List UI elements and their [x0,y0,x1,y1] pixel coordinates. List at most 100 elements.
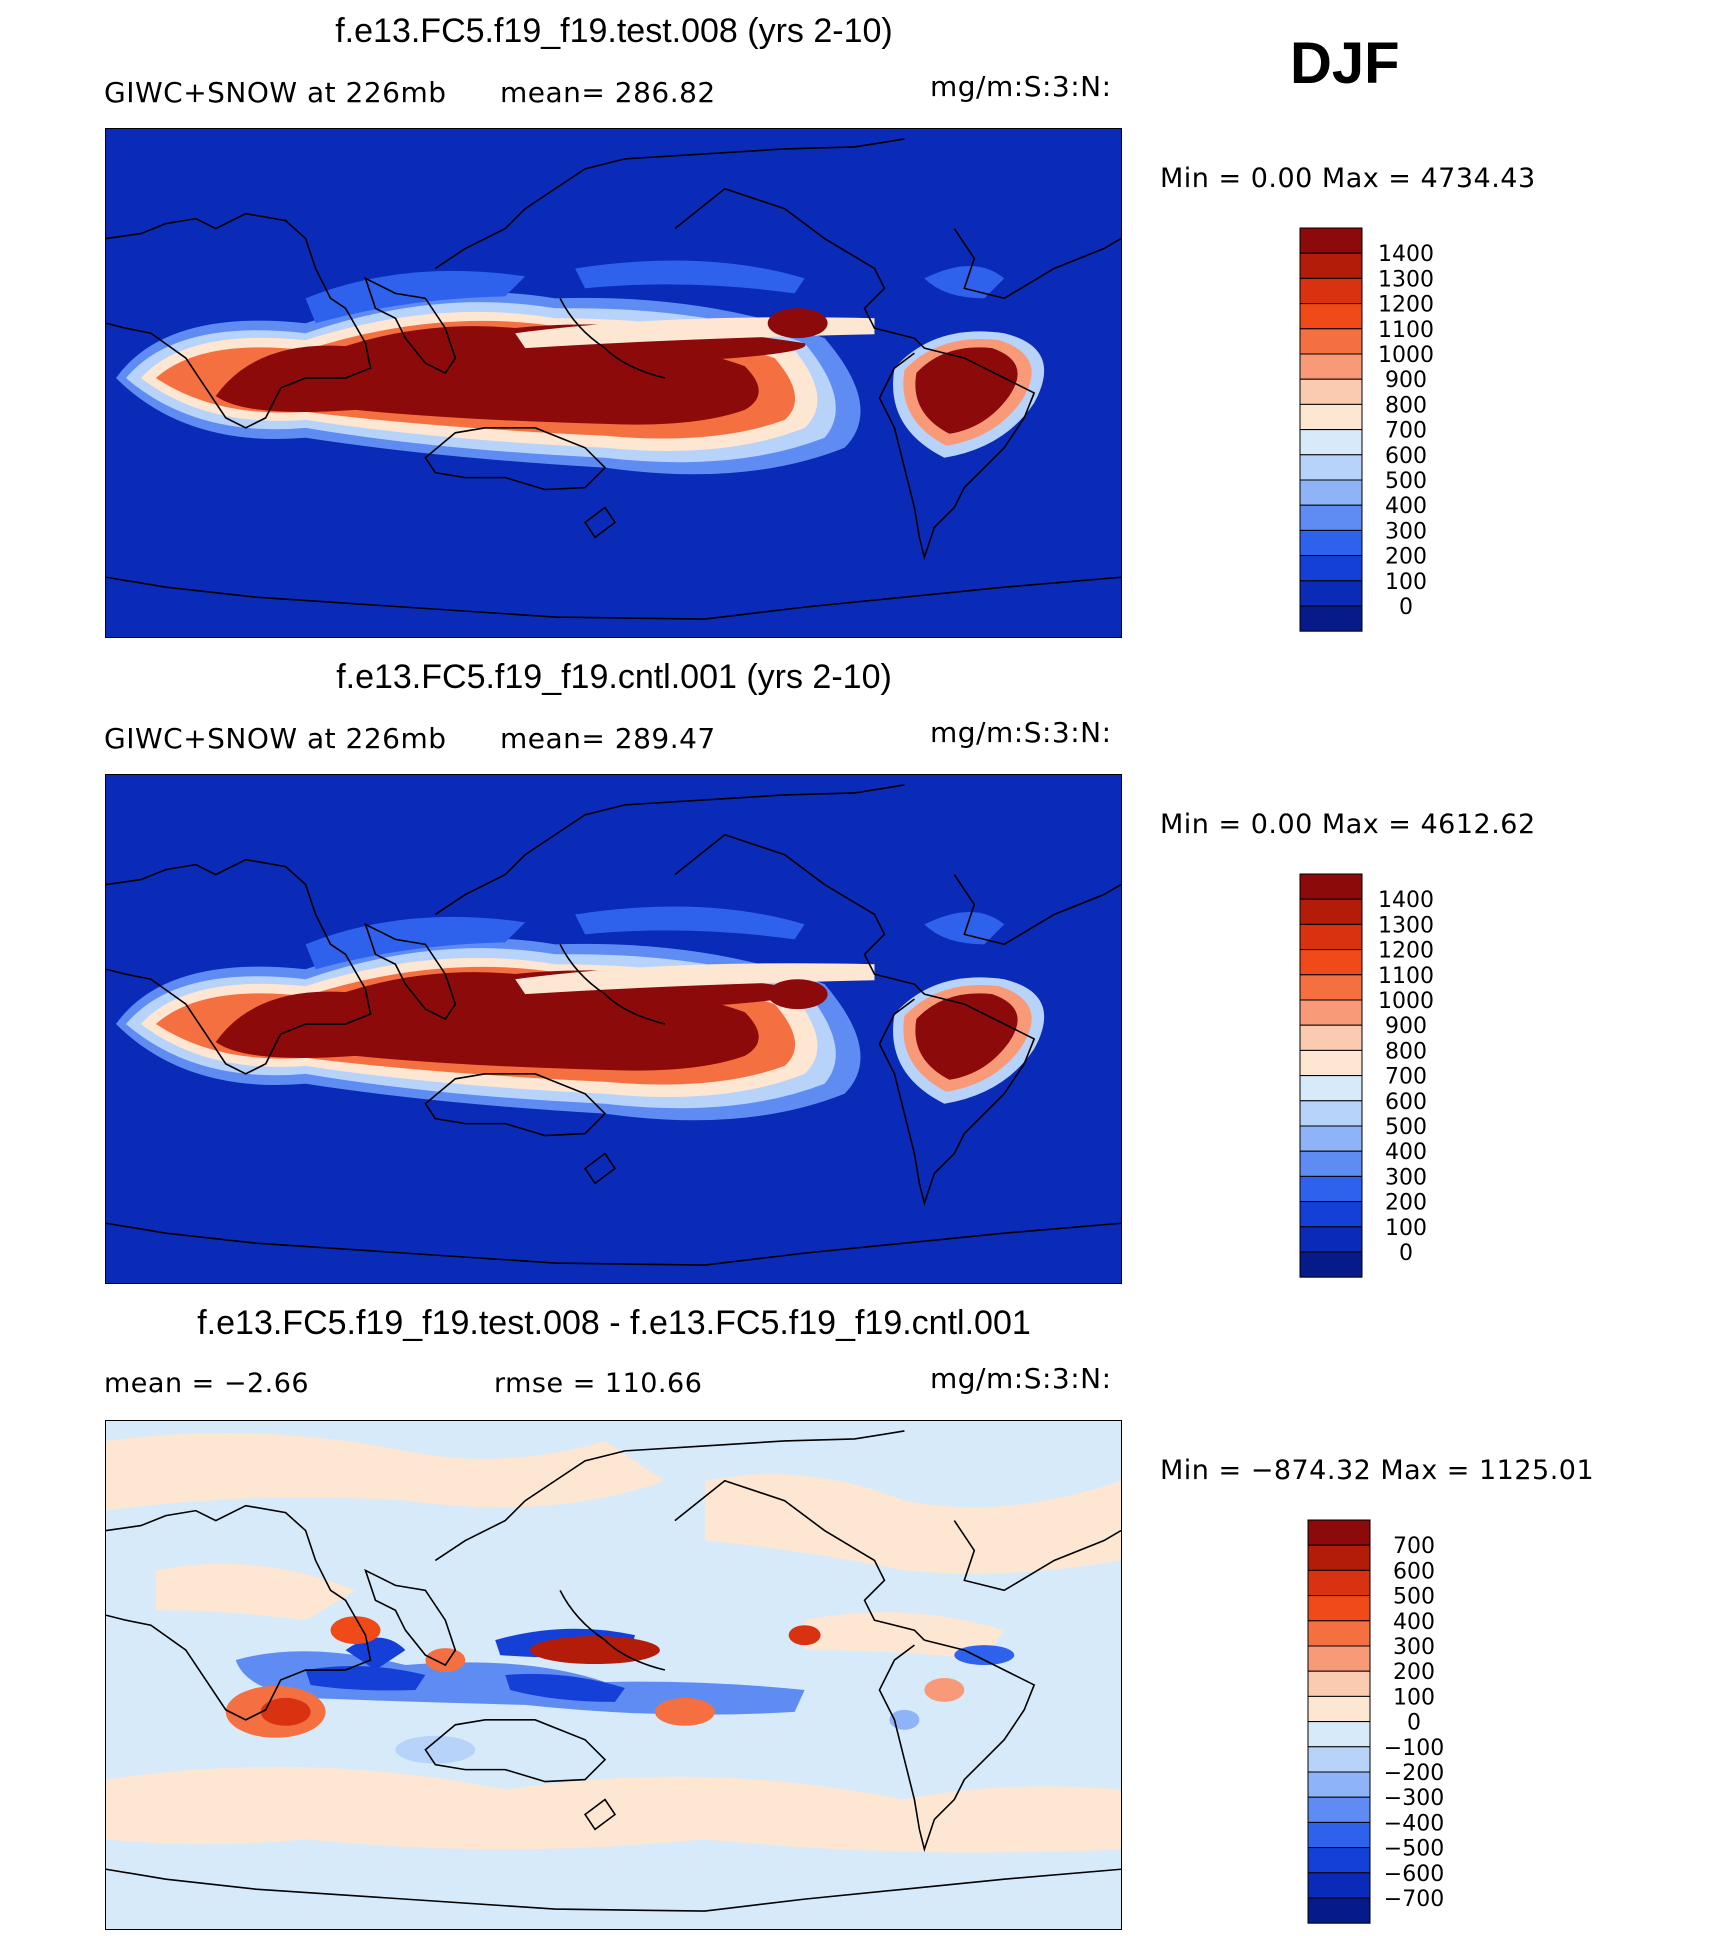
panel2-colorbar-svg: 1400130012001100100090080070060050040030… [1299,873,1434,1278]
colorbar-3-swatch [1307,1569,1371,1597]
panel1-units: mg/m:S:3:N: [930,70,1112,103]
colorbar-1-swatch [1299,529,1363,557]
colorbar-2-tick-label: 500 [1385,1115,1427,1140]
colorbar-2-swatch [1299,974,1363,1001]
panel2-field-contours [115,906,1045,1121]
panel1-mean: mean= 286.82 [500,76,716,109]
colorbar-2-tick-label: 600 [1385,1090,1427,1115]
panel3-colorbar: 700 600 500 400 300 200 100 0 −100 −200 −300 −400 −5… [1307,1519,1488,1924]
colorbar-3-tick-label: 400 [1393,1610,1435,1635]
panel2-min-max: Min = 0.00 Max = 4612.62 [1160,809,1536,840]
panel3-colorbar-svg: 7006005004003002001000−100−200−300−400−5… [1307,1519,1444,1924]
colorbar-1-swatch [1299,403,1363,431]
panel2-units: mg/m:S:3:N: [930,716,1112,749]
colorbar-2-swatch [1299,1201,1363,1228]
panel1-colorbar-svg: 1400130012001100100090080070060050040030… [1299,227,1434,632]
colorbar-3-tick-label: −700 [1384,1887,1444,1912]
panel3-min-max: Min = −874.32 Max = 1125.01 [1160,1455,1595,1486]
colorbar-2-swatch [1299,999,1363,1026]
panel1-min-max: Min = 0.00 Max = 4734.43 [1160,163,1536,194]
colorbar-1-swatch [1299,605,1363,632]
colorbar-3-tick-label: −200 [1384,1761,1444,1786]
colorbar-3-swatch [1307,1519,1371,1546]
colorbar-2-tick-label: 0 [1399,1241,1413,1266]
colorbar-1-swatch [1299,353,1363,380]
colorbar-2-swatch [1299,949,1363,976]
colorbar-2-tick-label: 1100 [1378,964,1434,989]
colorbar-3-tick-label: −100 [1384,1736,1444,1761]
colorbar-1-tick-label: 100 [1385,570,1427,595]
colorbar-2-swatch [1299,1251,1363,1278]
colorbar-3-swatch [1307,1595,1371,1622]
colorbar-3-tick-label: 200 [1393,1660,1435,1685]
colorbar-1-tick-label: 800 [1385,393,1427,418]
colorbar-1-swatch [1299,378,1363,405]
colorbar-2-tick-label: 1000 [1378,989,1434,1014]
colorbar-3-swatch [1307,1821,1371,1849]
colorbar-3-swatch [1307,1544,1371,1571]
colorbar-3-swatch [1307,1670,1371,1697]
colorbar-1-tick-label: 900 [1385,368,1427,393]
panel2-field-label: GIWC+SNOW at 226mb [104,722,447,755]
colorbar-3-swatch [1307,1746,1371,1773]
colorbar-1-swatch [1299,277,1363,305]
colorbar-1-tick-label: 1400 [1378,242,1434,267]
panel3-units: mg/m:S:3:N: [930,1362,1112,1395]
colorbar-2-swatch [1299,1049,1363,1077]
colorbar-2-swatch [1299,1125,1363,1152]
colorbar-1-tick-label: 400 [1385,494,1427,519]
colorbar-1-swatch [1299,252,1363,279]
colorbar-1-swatch [1299,479,1363,506]
panel1-title: f.e13.FC5.f19_f19.test.008 (yrs 2-10) [335,12,893,50]
colorbar-3-tick-label: 300 [1393,1635,1435,1660]
colorbar-1-tick-label: 1300 [1378,267,1434,292]
colorbar-3-tick-label: −400 [1384,1811,1444,1836]
panel2-map-svg [106,775,1121,1283]
colorbar-3-tick-label: 700 [1393,1534,1435,1559]
colorbar-1-tick-label: 1000 [1378,343,1434,368]
panel2-title: f.e13.FC5.f19_f19.cntl.001 (yrs 2-10) [336,658,892,696]
colorbar-2-swatch [1299,923,1363,951]
panel2-mean: mean= 289.47 [500,722,716,755]
colorbar-2-tick-label: 300 [1385,1165,1427,1190]
colorbar-1-swatch [1299,580,1363,607]
colorbar-1-tick-label: 1100 [1378,318,1434,343]
colorbar-1-swatch [1299,303,1363,330]
panel3-title: f.e13.FC5.f19_f19.test.008 - f.e13.FC5.f… [197,1304,1031,1342]
panel1-map-svg [106,129,1121,637]
colorbar-2-tick-label: 700 [1385,1065,1427,1090]
colorbar-2-tick-label: 900 [1385,1014,1427,1039]
colorbar-2-tick-label: 800 [1385,1039,1427,1064]
colorbar-1-tick-label: 1200 [1378,293,1434,318]
panel1-colorbar: 1400 1300 1200 1100 1000 900 800 700 600 500 400 30… [1299,227,1480,632]
panel3-map-svg [106,1421,1121,1929]
colorbar-1-tick-label: 700 [1385,419,1427,444]
colorbar-3-tick-label: 100 [1393,1685,1435,1710]
colorbar-2-tick-label: 400 [1385,1140,1427,1165]
colorbar-3-swatch [1307,1645,1371,1672]
panel2-coastlines [106,784,1121,1266]
colorbar-3-swatch [1307,1771,1371,1798]
colorbar-2-swatch [1299,1175,1363,1203]
panel3-mean: mean = −2.66 [104,1368,310,1399]
colorbar-3-swatch [1307,1620,1371,1647]
panel3-rmse: rmse = 110.66 [494,1368,703,1399]
colorbar-3-tick-label: −500 [1384,1837,1444,1862]
colorbar-1-tick-label: 500 [1385,469,1427,494]
colorbar-2-tick-label: 200 [1385,1191,1427,1216]
colorbar-2-swatch [1299,1024,1363,1051]
colorbar-1-swatch [1299,227,1363,254]
colorbar-2-tick-label: 1200 [1378,939,1434,964]
panel1-coastlines [106,138,1121,620]
colorbar-3-tick-label: −300 [1384,1786,1444,1811]
panel3-map [105,1420,1122,1930]
colorbar-2-swatch [1299,1100,1363,1127]
colorbar-1-tick-label: 600 [1385,444,1427,469]
colorbar-2-swatch [1299,898,1363,925]
panel1-map [105,128,1122,638]
colorbar-2-swatch [1299,1075,1363,1102]
colorbar-1-swatch [1299,328,1363,355]
panel2-colorbar: 1400 1300 1200 1100 1000 900 800 700 600 500 400 30… [1299,873,1480,1278]
colorbar-1-swatch [1299,454,1363,481]
colorbar-2-swatch [1299,1150,1363,1177]
